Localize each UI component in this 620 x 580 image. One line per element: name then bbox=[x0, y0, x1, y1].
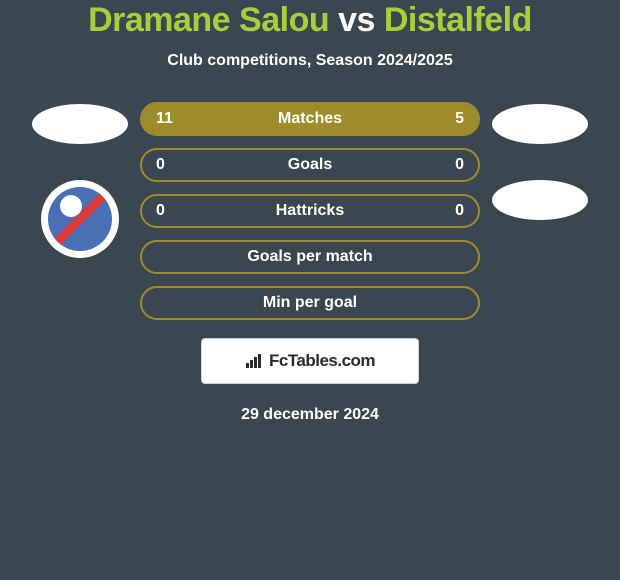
subtitle: Club competitions, Season 2024/2025 bbox=[167, 52, 452, 70]
bar-label: Goals bbox=[288, 156, 332, 174]
vs-separator: vs bbox=[338, 1, 375, 39]
bar-right-value: 0 bbox=[455, 202, 464, 220]
bar-right-value: 0 bbox=[455, 156, 464, 174]
comparison-bars: 11 5 Matches 0 0 Goals 0 0 Hattricks Goals per ma… bbox=[140, 102, 480, 320]
player1-name: Dramane Salou bbox=[88, 1, 329, 39]
bar-left-value: 11 bbox=[156, 110, 173, 128]
placeholder-ellipse bbox=[492, 104, 588, 144]
team-crest bbox=[41, 180, 119, 258]
chart-icon bbox=[245, 354, 263, 368]
ball-icon bbox=[60, 195, 82, 217]
right-side bbox=[492, 102, 588, 220]
bar-left-value: 0 bbox=[156, 202, 165, 220]
player2-name: Distalfeld bbox=[384, 1, 532, 39]
bar-label: Min per goal bbox=[263, 294, 357, 312]
stat-bar: Goals per match bbox=[140, 240, 480, 274]
content-row: 11 5 Matches 0 0 Goals 0 0 Hattricks Goals per ma… bbox=[0, 102, 620, 320]
brand-badge: FcTables.com bbox=[201, 338, 419, 384]
placeholder-ellipse bbox=[32, 104, 128, 144]
bar-label: Goals per match bbox=[247, 248, 372, 266]
left-side bbox=[32, 102, 128, 258]
placeholder-ellipse bbox=[492, 180, 588, 220]
bar-label: Matches bbox=[278, 110, 342, 128]
stat-bar: 11 5 Matches bbox=[140, 102, 480, 136]
crest-graphic bbox=[48, 187, 112, 251]
comparison-card: Dramane Salou vs Distalfeld Club competi… bbox=[0, 0, 620, 580]
date: 29 december 2024 bbox=[241, 406, 379, 424]
stat-bar: Min per goal bbox=[140, 286, 480, 320]
stat-bar: 0 0 Goals bbox=[140, 148, 480, 182]
stat-bar: 0 0 Hattricks bbox=[140, 194, 480, 228]
page-title: Dramane Salou vs Distalfeld bbox=[88, 1, 532, 40]
bar-left-value: 0 bbox=[156, 156, 165, 174]
bar-right-value: 5 bbox=[455, 110, 464, 128]
brand-text: FcTables.com bbox=[269, 351, 375, 371]
bar-label: Hattricks bbox=[276, 202, 344, 220]
